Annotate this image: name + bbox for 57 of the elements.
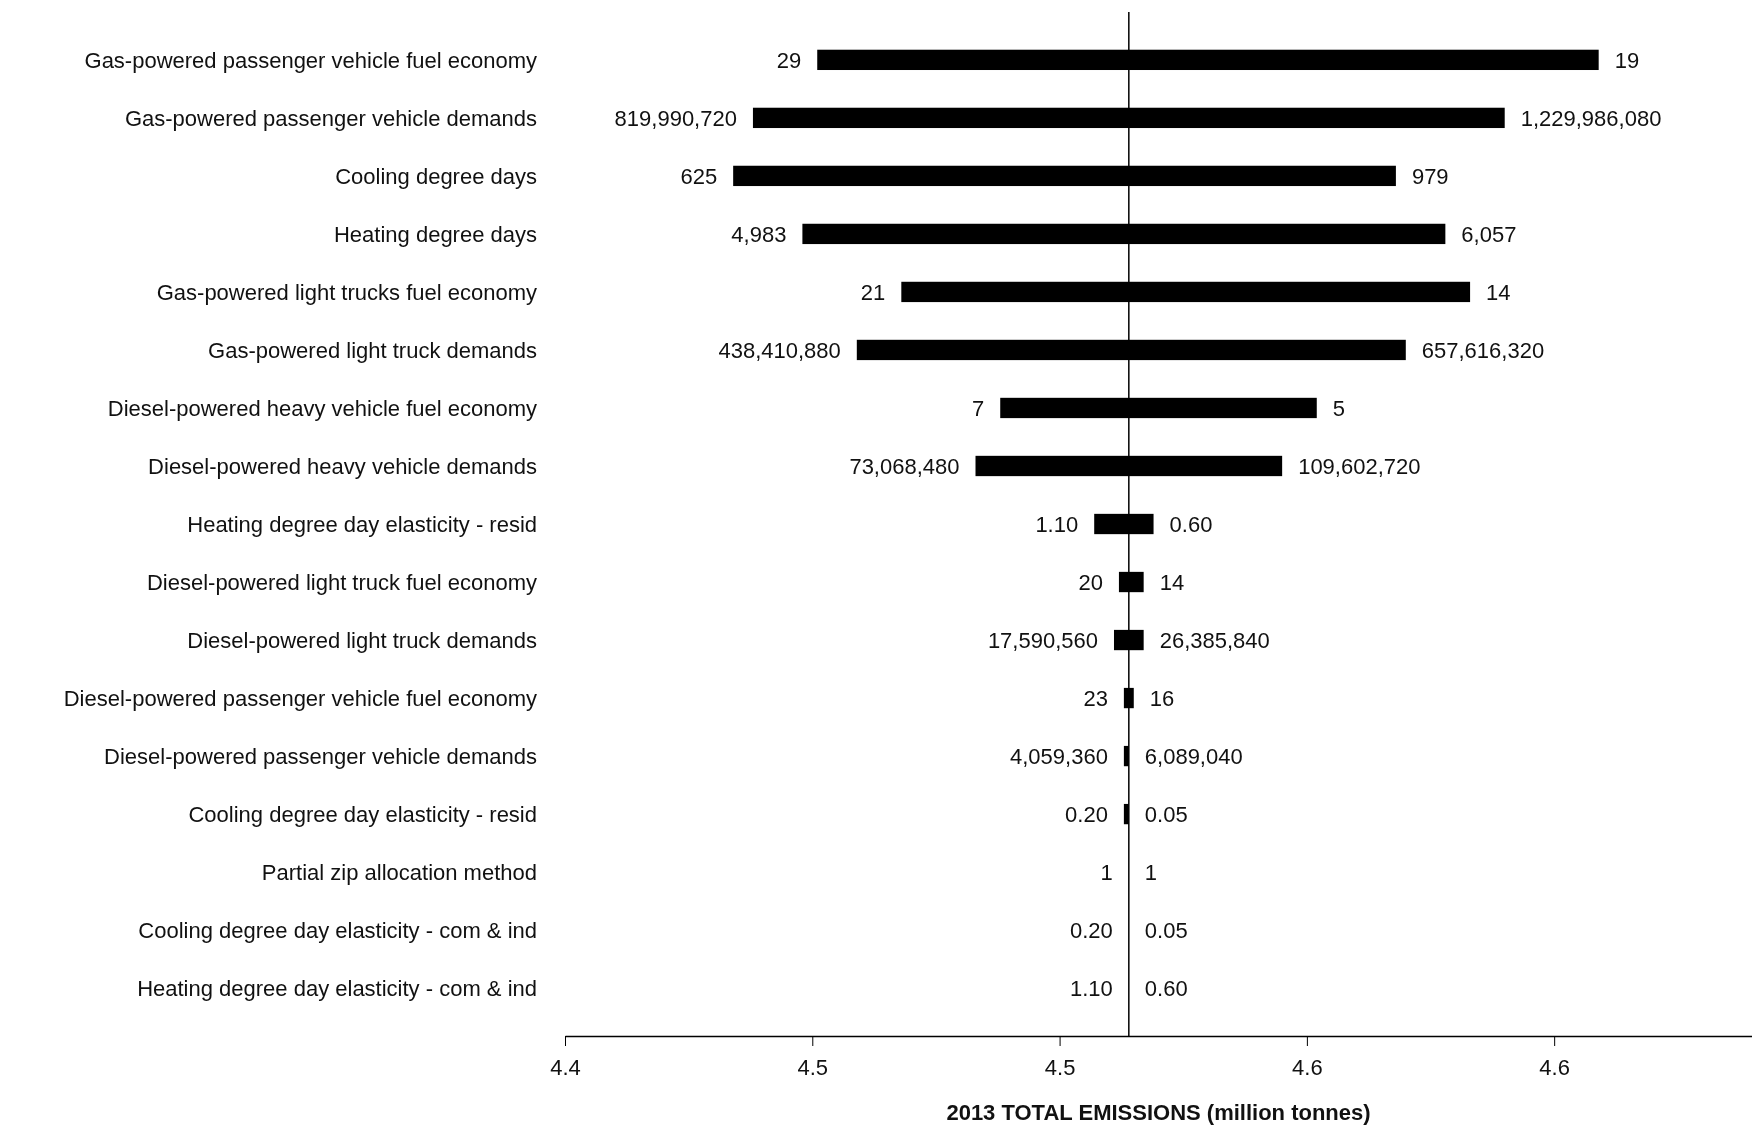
annotation: 23 xyxy=(1083,685,1108,711)
annotation: 1.10 xyxy=(1035,511,1079,537)
y-tick-label: Diesel-powered heavy vehicle demands xyxy=(148,453,537,479)
annotation: 1.10 xyxy=(1070,975,1113,1001)
x-axis-title: 2013 TOTAL EMISSIONS (million tonnes) xyxy=(946,1100,1371,1125)
y-tick-label: Gas-powered passenger vehicle fuel economy xyxy=(84,47,537,73)
y-tick-label: Gas-powered light truck demands xyxy=(208,337,537,363)
y-tick-label: Gas-powered passenger vehicle demands xyxy=(124,105,537,131)
annotation: 0.05 xyxy=(1144,801,1188,827)
y-tick-label: Diesel-powered passenger vehicle demands xyxy=(104,743,537,769)
annotation: 26,385,840 xyxy=(1159,627,1270,653)
annotation: 29 xyxy=(776,47,802,73)
annotation: 625 xyxy=(680,163,718,189)
annotation: 20 xyxy=(1078,569,1103,595)
y-tick-label: Cooling degree day elasticity - resid xyxy=(188,801,537,827)
x-tick-label: 4.4 xyxy=(550,1055,581,1081)
annotation: 819,990,720 xyxy=(614,105,737,131)
annotation: 73,068,480 xyxy=(849,453,960,479)
x-tick-label: 4.5 xyxy=(1044,1055,1076,1081)
annotation: 0.20 xyxy=(1070,917,1113,943)
x-tick-label: 4.6 xyxy=(1539,1055,1570,1081)
annotation: 17,590,560 xyxy=(987,627,1098,653)
annotation: 1 xyxy=(1144,859,1158,885)
annotation: 0.60 xyxy=(1169,511,1213,537)
annotation: 109,602,720 xyxy=(1298,453,1421,479)
x-tick-label: 4.6 xyxy=(1292,1055,1323,1081)
y-tick-label: Partial zip allocation method xyxy=(261,859,537,885)
y-tick-label: Diesel-powered passenger vehicle fuel economy xyxy=(63,685,537,711)
annotation: 16 xyxy=(1149,685,1175,711)
annotation: 4,983 xyxy=(731,221,787,247)
y-tick-label: Cooling degree day elasticity - com & ind xyxy=(138,917,537,943)
annotation: 14 xyxy=(1486,279,1511,305)
annotation: 19 xyxy=(1614,47,1640,73)
y-tick-label: Cooling degree days xyxy=(335,163,537,189)
annotation: 6,089,040 xyxy=(1144,743,1243,769)
annotation: 7 xyxy=(971,395,985,421)
annotation: 1 xyxy=(1100,859,1113,885)
annotation: 0.05 xyxy=(1144,917,1188,943)
y-tick-label: Diesel-powered light truck demands xyxy=(187,627,537,653)
annotation: 0.60 xyxy=(1144,975,1188,1001)
annotation: 14 xyxy=(1159,569,1185,595)
y-tick-label: Heating degree day elasticity - resid xyxy=(187,511,537,537)
annotation: 1,229,986,080 xyxy=(1520,105,1662,131)
annotation: 438,410,880 xyxy=(718,337,841,363)
x-tick-label: 4.5 xyxy=(797,1055,829,1081)
annotation: 21 xyxy=(860,279,886,305)
annotation: 657,616,320 xyxy=(1421,337,1545,363)
annotation: 4,059,360 xyxy=(1010,743,1108,769)
annotation: 979 xyxy=(1411,163,1449,189)
annotation: 0.20 xyxy=(1065,801,1108,827)
annotation: 6,057 xyxy=(1461,221,1517,247)
y-tick-label: Gas-powered light trucks fuel economy xyxy=(156,279,537,305)
annotation: 5 xyxy=(1332,395,1346,421)
y-tick-label: Diesel-powered heavy vehicle fuel economy xyxy=(107,395,537,421)
y-tick-label: Diesel-powered light truck fuel economy xyxy=(146,569,537,595)
y-tick-label: Heating degree day elasticity - com & ind xyxy=(137,975,537,1001)
y-tick-label: Heating degree days xyxy=(333,221,537,247)
